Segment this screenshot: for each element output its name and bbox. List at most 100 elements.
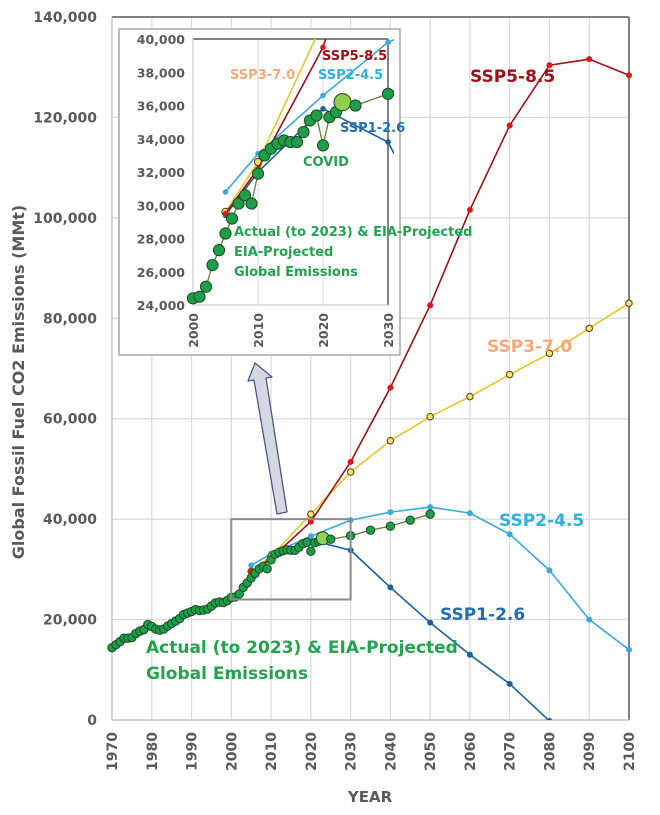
x-tick-label: 2060	[463, 732, 479, 771]
data-point	[586, 616, 593, 623]
inset-y-tick-label: 26,000	[137, 265, 186, 280]
data-point	[307, 510, 315, 518]
label-ssp1-2-6: SSP1-2.6	[440, 605, 525, 625]
label-ssp3-7-0: SSP3-7.0	[487, 337, 572, 357]
zoom-region-rect	[230, 518, 352, 601]
y-tick-label: 40,000	[43, 512, 97, 528]
inset-x-tick-label: 2030	[381, 313, 396, 348]
data-point	[307, 533, 314, 540]
x-tick-label: 2090	[582, 732, 598, 771]
data-point	[306, 546, 316, 556]
x-tick-label: 2050	[423, 732, 439, 771]
y-tick-label: 120,000	[33, 110, 97, 126]
data-point	[245, 197, 258, 210]
inset-label-actual-line2: EIA-Projected	[234, 245, 333, 260]
label-ssp5-8-5: SSP5-8.5	[470, 67, 555, 87]
data-point	[316, 139, 330, 152]
data-point	[426, 412, 434, 421]
y-tick-label: 20,000	[43, 613, 97, 629]
x-axis-title: YEAR	[347, 788, 393, 806]
data-point	[425, 509, 435, 519]
data-point	[385, 521, 396, 531]
data-point	[506, 680, 513, 687]
y-tick-label: 0	[87, 713, 97, 729]
inset-y-tick-label: 24,000	[137, 298, 186, 313]
data-point	[212, 244, 226, 257]
data-point	[310, 109, 323, 122]
data-point	[222, 210, 229, 217]
data-point	[385, 139, 391, 145]
inset-label-actual-line3: Global Emissions	[234, 265, 358, 280]
data-point	[466, 392, 474, 401]
data-point	[626, 646, 632, 653]
data-point	[586, 56, 593, 63]
data-point	[506, 531, 513, 538]
main-axes: 1970 1980 1990 2000 2010 2020 2030 2040 2050 2060…	[33, 10, 638, 771]
arrow-up-icon	[247, 362, 288, 515]
inset-zoom-region-box	[230, 518, 352, 601]
main-series-labels: SSP5-8.5 SSP3-7.0 SSP2-4.5 SSP1-2.6 Actual (…	[146, 67, 584, 684]
inset-label-actual-line1: Actual (to 2023) & EIA-Projected	[234, 225, 472, 240]
inset-x-tick-label: 2000	[186, 313, 201, 348]
inset-y-tick-label: 34,000	[137, 132, 186, 147]
inset-x-tick-label: 2010	[251, 313, 266, 348]
data-point	[320, 44, 326, 51]
inset-y-tick-label: 30,000	[137, 198, 186, 213]
data-point	[248, 562, 255, 569]
y-tick-label: 140,000	[33, 10, 97, 26]
data-point	[262, 564, 272, 574]
x-tick-label: 2100	[622, 732, 638, 771]
data-point	[505, 370, 514, 379]
label-actual-line2: Global Emissions	[146, 664, 308, 684]
data-point	[232, 197, 245, 210]
data-point	[199, 280, 213, 293]
data-point	[546, 62, 553, 69]
x-tick-label: 2010	[264, 732, 280, 771]
x-tick-label: 1990	[185, 732, 201, 771]
series-actual-to-2023-eia-projected-global-emissions	[186, 87, 394, 305]
inset-x-tick-label: 2020	[316, 313, 331, 348]
y-tick-label: 80,000	[43, 311, 97, 327]
data-point	[427, 504, 434, 511]
data-point	[546, 718, 553, 720]
data-point	[251, 167, 265, 180]
data-point	[225, 212, 239, 225]
label-ssp2-4-5: SSP2-4.5	[499, 511, 584, 531]
data-point	[386, 437, 395, 445]
data-point	[626, 72, 632, 79]
inset-y-tick-label: 38,000	[137, 65, 186, 80]
inset-label-ssp3-7-0: SSP3-7.0	[230, 68, 295, 83]
x-tick-label: 2040	[383, 732, 399, 771]
data-point	[307, 518, 314, 525]
data-point	[387, 584, 394, 591]
inset-y-tick-label: 28,000	[137, 232, 186, 247]
label-actual-line1: Actual (to 2023) & EIA-Projected	[146, 638, 458, 658]
data-point	[506, 122, 513, 129]
y-axis-title: Global Fossil Fuel CO2 Emissions (MMt)	[9, 205, 28, 559]
y-tick-label: 60,000	[43, 412, 97, 428]
data-point	[387, 509, 394, 516]
inset-label-ssp5-8-5: SSP5-8.5	[322, 49, 387, 64]
data-point	[385, 39, 391, 46]
data-point	[326, 534, 336, 544]
inset-label-ssp2-4-5: SSP2-4.5	[318, 68, 383, 83]
data-point	[222, 189, 229, 195]
data-point	[347, 458, 354, 465]
data-point	[365, 525, 376, 535]
data-point	[405, 515, 415, 525]
series-ssp3-7-0	[247, 299, 633, 576]
x-tick-label: 2020	[304, 732, 320, 771]
inset-y-tick-label: 36,000	[137, 99, 186, 114]
data-point	[466, 510, 473, 517]
x-tick-label: 2080	[542, 732, 558, 771]
y-tick-label: 100,000	[33, 211, 97, 227]
data-point	[238, 189, 252, 202]
inset-label-ssp1-2-6: SSP1-2.6	[340, 121, 405, 136]
data-point	[466, 206, 473, 213]
arrow-shape	[247, 362, 288, 515]
data-point	[625, 299, 633, 307]
data-point	[320, 106, 326, 112]
data-point	[466, 651, 473, 658]
x-tick-label: 1980	[145, 732, 161, 771]
